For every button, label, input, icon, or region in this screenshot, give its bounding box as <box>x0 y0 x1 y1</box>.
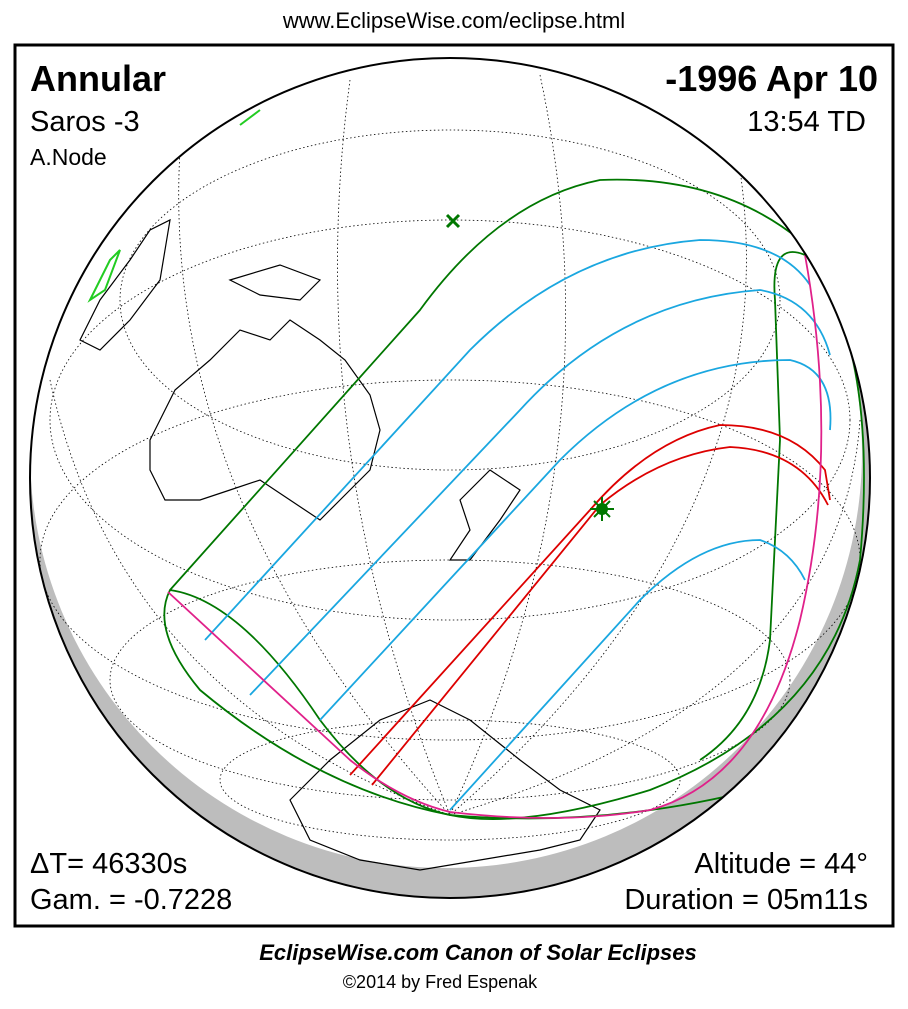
eclipse-date: -1996 Apr 10 <box>665 58 878 99</box>
duration: Duration = 05m11s <box>624 884 868 916</box>
time: 13:54 TD <box>747 106 866 138</box>
magnitude-lines <box>204 239 832 811</box>
saros: Saros -3 <box>30 106 140 138</box>
day-side <box>30 58 862 868</box>
eclipse-type: Annular <box>30 58 166 99</box>
rise-set-curve <box>167 254 823 819</box>
delta-t: ΔT= 46330s <box>30 848 187 880</box>
greatest-eclipse-star <box>590 497 614 521</box>
altitude: Altitude = 44° <box>694 848 868 880</box>
footer-title: EclipseWise.com Canon of Solar Eclipses <box>259 940 697 965</box>
node: A.Node <box>30 144 107 170</box>
globe <box>29 57 871 899</box>
sub-solar-point <box>445 213 461 229</box>
penumbra-limit <box>163 178 865 820</box>
url: www.EclipseWise.com/eclipse.html <box>282 8 625 33</box>
eclipse-paths <box>163 178 865 820</box>
markers <box>445 213 614 521</box>
globe-outline <box>29 57 871 899</box>
gamma: Gam. = -0.7228 <box>30 884 232 916</box>
land-highlight <box>87 109 261 303</box>
copyright: ©2014 by Fred Espenak <box>343 972 538 992</box>
central-path <box>349 424 831 786</box>
